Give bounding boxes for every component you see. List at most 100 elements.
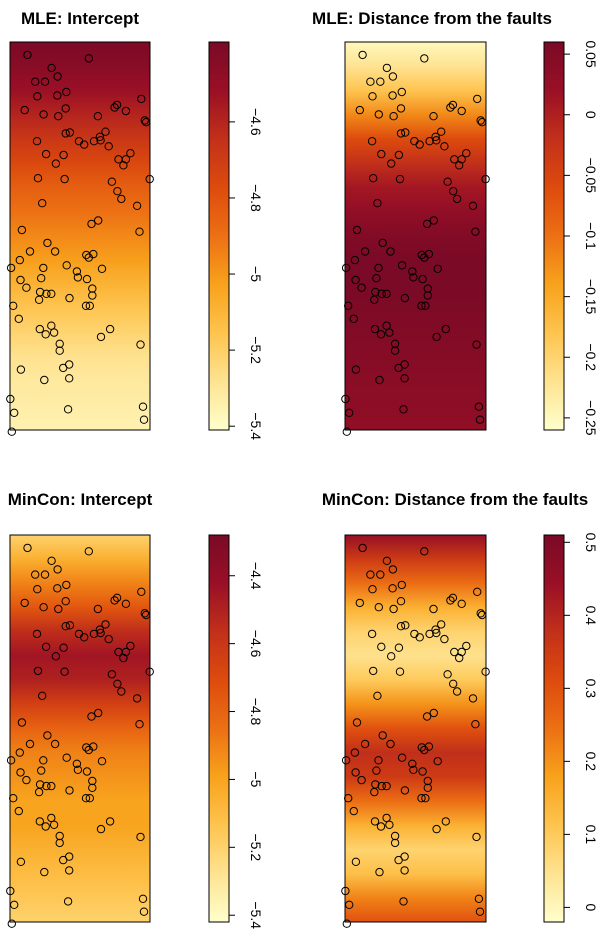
data-point [85,794,95,803]
data-point [61,622,70,631]
data-point [418,767,427,776]
data-point [104,634,113,644]
data-point [429,216,438,225]
data-point [16,768,25,777]
data-point [382,781,391,791]
data-point [60,667,69,676]
data-point [88,284,97,293]
data-point [140,116,150,125]
data-point [471,227,480,236]
data-point [59,150,68,160]
data-point [374,756,383,765]
data-point [390,831,400,841]
data-point [376,330,386,339]
data-point [65,293,74,303]
data-point [352,225,362,235]
colorbar-tick-label: −4.6 [248,630,264,658]
data-point [37,274,46,283]
colorbar-tick-label: −4.8 [248,184,264,212]
data-point [397,580,406,590]
data-point [60,174,69,184]
colorbar-tick-label: −5 [248,266,264,282]
data-point [400,374,409,383]
data-point [87,219,96,229]
data-point [472,832,481,842]
data-point [7,919,17,928]
data-point [368,92,377,101]
colorbar-tick-label: −5.4 [248,412,264,440]
colorbar-tick-label: −0.15 [583,279,599,315]
data-point [376,77,385,86]
data-point [417,301,426,310]
data-point [370,817,380,826]
data-point [35,780,45,789]
surface-fill [10,42,150,430]
data-point [371,780,380,789]
data-point [437,127,446,136]
data-point [80,140,89,149]
data-point [117,194,126,204]
data-point [420,253,429,262]
data-point [387,652,396,661]
data-point [374,110,383,119]
data-point [400,852,409,861]
data-point [96,824,106,834]
data-point [450,647,459,657]
data-point [95,625,105,634]
data-point [388,91,397,100]
surface-fill [345,535,486,922]
colorbar-tick-label: −5.2 [248,833,264,861]
data-point [422,219,432,229]
data-point [455,653,464,663]
data-point [400,360,409,369]
data-point [35,817,44,826]
data-point [117,687,126,696]
data-point [350,748,360,757]
data-point [38,691,47,700]
data-point [61,104,70,113]
data-point [84,547,94,556]
data-point [47,813,56,823]
data-points [6,543,154,928]
data-point [40,867,49,877]
data-point [431,132,440,142]
data-point [95,132,105,142]
data-point [39,756,48,765]
colorbar-tick-label: 0.4 [583,606,599,626]
data-point [139,415,149,424]
data-point [450,155,459,164]
data-point [73,765,83,774]
data-point [462,641,471,651]
data-point [59,643,68,652]
data-point [397,753,407,762]
colorbar-tick-label: −0.25 [583,400,599,436]
data-point [47,321,56,330]
data-point [418,274,427,284]
panel-mincon-intercept: MinCon: Intercept −4.4 −4.6 −4.8 −5 −5.2 −5.4 [6,490,264,929]
colorbar-tick-label: −4.6 [248,108,264,136]
data-point [132,201,142,211]
data-point [372,766,381,775]
data-point [47,556,56,565]
data-point [395,174,405,184]
data-point [121,599,131,608]
data-point [357,775,366,785]
data-point [341,263,351,273]
data-point [97,264,107,273]
colorbar-tick-label: 0.05 [583,41,599,68]
data-point [34,295,44,304]
data-point [107,670,117,679]
colorbar-tick-label: −4.4 [248,562,264,590]
data-point [38,199,47,208]
data-point [137,94,146,104]
data-point [409,765,418,774]
data-point [423,776,432,786]
data-point [400,866,409,875]
data-point [82,767,92,776]
data-point [47,781,56,791]
data-point [73,273,83,282]
data-point [42,289,51,298]
colorbar-tick-label: 0 [583,903,599,911]
data-point [429,604,438,614]
